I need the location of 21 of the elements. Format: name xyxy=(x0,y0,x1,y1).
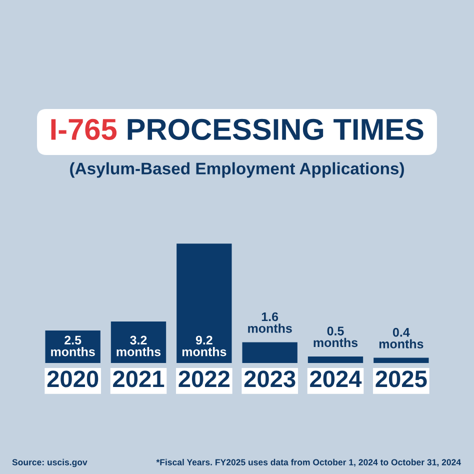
bar xyxy=(242,342,298,363)
data-label: 1.6 months xyxy=(248,312,292,333)
text: *Fiscal Years. FY2025 uses data from October 1, 2024 to October 31, 2024 xyxy=(156,458,461,467)
x-tick-label: 2022 xyxy=(178,370,230,388)
data-label: 0.4 months xyxy=(379,328,424,348)
bar xyxy=(176,244,232,363)
data-label: 9.2 months xyxy=(182,336,226,356)
data-label: 0.5 months xyxy=(314,326,358,348)
bar xyxy=(374,358,429,363)
x-tick-label: 2025 xyxy=(376,370,427,388)
bar xyxy=(308,356,364,363)
data-label: 2.5 months xyxy=(51,336,95,356)
chart-subtitle: (Asylum-Based Employment Applications) xyxy=(70,162,404,178)
chart-title: I-765 PROCESSING TIMES xyxy=(51,118,424,140)
data-label: 3.2 months xyxy=(116,336,161,356)
source-note: Source: uscis.gov xyxy=(12,458,88,468)
bar xyxy=(110,321,166,363)
x-tick-label: 2021 xyxy=(113,370,164,388)
x-tick-label: 2020 xyxy=(47,370,98,388)
x-tick-label: 2024 xyxy=(310,370,362,388)
x-tick-label: 2023 xyxy=(244,370,296,388)
